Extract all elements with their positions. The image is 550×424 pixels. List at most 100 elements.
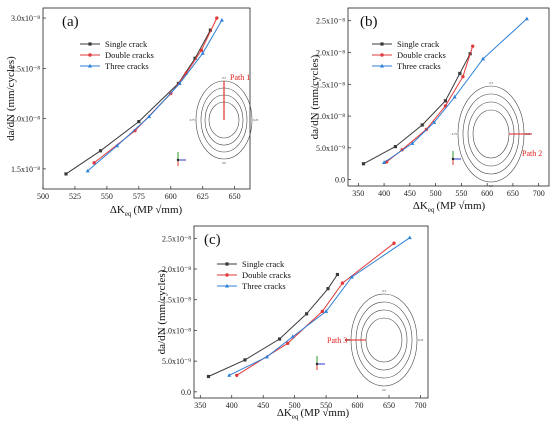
legend-marker: [225, 262, 229, 266]
inset-label-right: 0.25: [525, 132, 531, 136]
data-point: [471, 44, 475, 48]
x-axis-label-units: (MP √mm): [436, 200, 485, 212]
data-point: [208, 28, 212, 32]
panel-label: (c): [204, 232, 221, 248]
x-axis-label-main: ΔK: [110, 204, 125, 216]
legend-label: Double cracks: [105, 50, 154, 60]
series-line: [208, 274, 338, 377]
x-axis-label: ΔKeq (MP √mm): [110, 204, 183, 218]
x-tick-label: 500: [37, 192, 49, 201]
x-axis-label-main: ΔK: [277, 407, 292, 419]
legend-marker: [88, 63, 92, 68]
y-tick-label: 2.0x10⁻⁸: [11, 115, 40, 124]
x-tick-label: 600: [352, 401, 364, 410]
data-point: [461, 74, 465, 79]
data-point: [115, 143, 120, 148]
y-axis-label: da/dN (mm/cycles): [309, 54, 321, 139]
y-tick-label: 0.0: [335, 176, 345, 185]
x-tick-label: 650: [229, 192, 241, 201]
data-point: [98, 149, 103, 153]
data-point: [147, 114, 152, 119]
series-3: [382, 16, 529, 164]
data-point: [481, 56, 486, 61]
data-point: [290, 334, 295, 339]
data-point: [92, 161, 96, 165]
y-tick-label: 5.0x10⁻⁹: [162, 357, 191, 366]
y-tick-label: 1.5x10⁻⁸: [11, 165, 40, 174]
data-point: [443, 99, 448, 103]
x-tick-label: 350: [194, 401, 206, 410]
data-point: [219, 17, 224, 22]
y-tick-label: 2.5x10⁻⁸: [11, 64, 40, 73]
plot-frame: [347, 7, 550, 187]
data-point: [382, 160, 387, 164]
y-tick-label: 1.5x10⁻⁸: [162, 296, 191, 305]
data-point: [458, 71, 462, 76]
data-point: [420, 123, 424, 127]
y-tick-label: 1.0x10⁻⁸: [162, 326, 191, 335]
legend-label: Double cracks: [397, 50, 446, 60]
crack-front-contour: [472, 109, 510, 159]
series-line: [228, 237, 411, 376]
data-point: [361, 162, 366, 166]
legend-label: Three cracks: [242, 281, 286, 291]
plot-frame: [193, 225, 429, 399]
x-tick-label: 575: [133, 192, 145, 201]
path-annotation: Path 1: [230, 73, 250, 82]
coordinate-axes-icon: [176, 152, 186, 166]
data-point: [199, 48, 204, 52]
data-point: [410, 141, 415, 145]
legend-label: Double cracks: [242, 270, 291, 280]
inset-label-top: 0.3: [382, 289, 386, 293]
data-point: [393, 144, 398, 149]
legend-label: Single crack: [397, 39, 440, 49]
x-tick-label: 400: [378, 189, 390, 198]
data-point: [206, 374, 211, 379]
origin-dot: [176, 158, 180, 162]
legend-marker: [225, 273, 229, 277]
x-axis-label: ΔKeq (MP √mm): [413, 200, 486, 214]
crack-path-inset: 0.3 0.75 0.25 0.0 Path 3: [327, 289, 424, 392]
x-axis-label: ΔKeq (MP √mm): [277, 407, 350, 421]
panel-label: (a): [62, 14, 79, 30]
data-point: [349, 274, 354, 279]
data-point: [177, 81, 182, 85]
inset-label-bottom: 0.0: [222, 161, 226, 165]
data-point: [193, 56, 197, 60]
legend-marker: [380, 63, 384, 68]
legend-marker: [225, 283, 229, 288]
x-tick-label: 600: [165, 192, 177, 201]
series-line: [87, 19, 223, 172]
data-point: [326, 287, 330, 291]
x-axis-label-units: (MP √mm): [300, 407, 349, 419]
legend-label: Single crack: [242, 259, 285, 269]
data-point: [340, 281, 345, 285]
y-tick-label: 3.0x10⁻⁸: [11, 14, 40, 23]
data-point: [64, 172, 68, 176]
inset-label-left: 0.75: [452, 132, 458, 136]
panel-label: (b): [360, 14, 378, 30]
inset-label-top: 0.3: [489, 81, 493, 85]
y-tick-label: 2.5x10⁻⁸: [162, 234, 191, 243]
legend-marker: [380, 42, 384, 46]
y-axis-label: da/dN (mm/cycles): [5, 56, 17, 141]
data-point: [277, 337, 282, 341]
data-point: [392, 241, 396, 245]
series-3: [227, 235, 412, 377]
crack-path-inset: 0.3 0.75 0.25 0.0 Path 1: [190, 73, 259, 165]
x-tick-label: 450: [404, 189, 416, 198]
series-3: [85, 17, 224, 173]
legend-label: Three cracks: [397, 61, 441, 71]
y-tick-label: 0.0: [181, 388, 191, 397]
data-point: [304, 312, 309, 316]
series-line: [383, 18, 528, 163]
data-point: [200, 51, 205, 55]
x-tick-label: 500: [289, 401, 301, 410]
data-point: [407, 235, 412, 240]
y-tick-label: 1.0x10⁻⁸: [316, 112, 345, 121]
x-tick-label: 600: [481, 189, 493, 198]
data-point: [320, 309, 325, 314]
